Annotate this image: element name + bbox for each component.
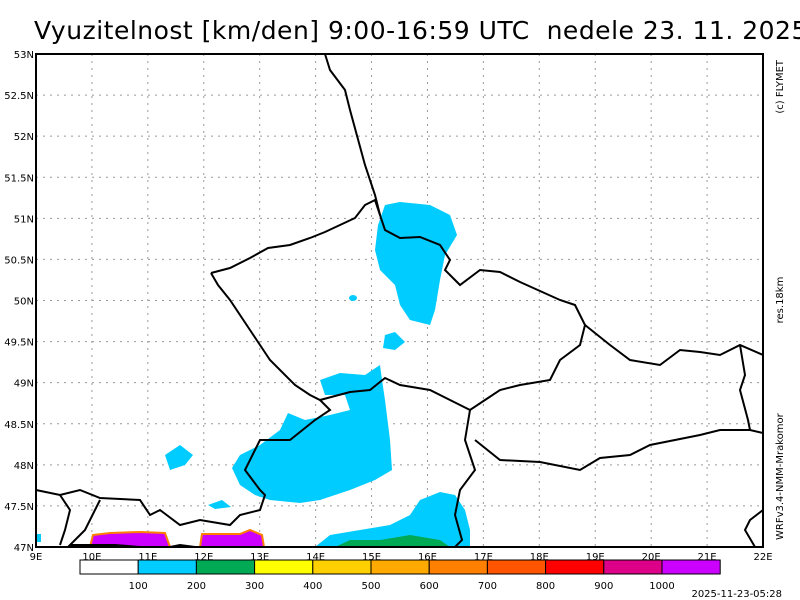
cyan-area-central bbox=[232, 365, 392, 503]
lat-tick-label: 51.5N bbox=[4, 173, 34, 184]
lat-tick-label: 49N bbox=[14, 379, 34, 390]
cyan-area-small bbox=[349, 295, 357, 301]
legend-swatch bbox=[486, 559, 547, 575]
legend-label: 700 bbox=[478, 581, 497, 592]
country-borders bbox=[35, 53, 764, 548]
cyan-edge-area bbox=[36, 534, 41, 542]
lat-tick-label: 50N bbox=[14, 297, 34, 308]
lon-tick-label: 15E bbox=[362, 552, 381, 563]
lon-tick-label: 21E bbox=[698, 552, 717, 563]
cyan-area-small2 bbox=[383, 332, 405, 350]
legend-swatch bbox=[661, 559, 721, 575]
cyan-area-west bbox=[165, 445, 193, 470]
lon-tick-label: 19E bbox=[586, 552, 605, 563]
lon-tick-label: 18E bbox=[530, 552, 549, 563]
border-hungary-southeast bbox=[743, 509, 764, 548]
lat-tick-label: 47.5N bbox=[4, 502, 34, 513]
legend-swatch bbox=[254, 559, 314, 575]
visibility-field bbox=[36, 202, 470, 548]
lon-tick-label: 16E bbox=[418, 552, 437, 563]
cyan-area-tiny bbox=[208, 500, 231, 509]
legend-swatch bbox=[137, 559, 197, 575]
border-slovakia-hungary bbox=[474, 429, 764, 472]
lon-tick-label: 13E bbox=[250, 552, 269, 563]
border-germany-poland bbox=[324, 53, 381, 216]
legend-label: 200 bbox=[187, 581, 206, 592]
border-czechia bbox=[210, 198, 587, 412]
lon-tick-label: 20E bbox=[642, 552, 661, 563]
color-legend: 100 200 300 400 500 600 700 800 900 1000 bbox=[79, 559, 721, 592]
green-area-south bbox=[335, 535, 450, 547]
magenta-area-2 bbox=[198, 528, 266, 548]
lon-tick-label: 11E bbox=[138, 552, 157, 563]
legend-label: 600 bbox=[420, 581, 439, 592]
legend-swatch bbox=[545, 559, 605, 575]
copyright-label: (c) FLYMET bbox=[775, 59, 786, 114]
lat-tick-label: 49.5N bbox=[4, 338, 34, 349]
lat-tick-label: 51N bbox=[14, 214, 34, 225]
axis-labels: 9E 10E 11E 12E 13E 14E 15E 16E 17E 18E 19E 20E 21E 22… bbox=[4, 50, 772, 563]
legend-label: 1000 bbox=[649, 581, 674, 592]
lat-tick-label: 52N bbox=[14, 132, 34, 143]
legend-swatch bbox=[428, 559, 488, 575]
lon-tick-label: 22E bbox=[753, 552, 772, 563]
legend-label: 500 bbox=[361, 581, 380, 592]
lon-tick-label: 9E bbox=[30, 552, 43, 563]
legend-label: 400 bbox=[303, 581, 322, 592]
legend-swatch bbox=[370, 559, 430, 575]
lat-tick-label: 47N bbox=[14, 543, 34, 554]
lat-tick-label: 48.5N bbox=[4, 420, 34, 431]
lat-tick-label: 52.5N bbox=[4, 91, 34, 102]
legend-swatch bbox=[603, 559, 663, 575]
border-poland-slovakia bbox=[584, 324, 764, 367]
resolution-label: res.18km bbox=[775, 277, 786, 324]
plot-frame bbox=[35, 53, 764, 548]
lon-tick-label: 12E bbox=[194, 552, 213, 563]
lon-tick-label: 10E bbox=[82, 552, 101, 563]
lat-tick-label: 48N bbox=[14, 461, 34, 472]
legend-label: 800 bbox=[536, 581, 555, 592]
cyan-area-south bbox=[315, 492, 470, 547]
legend-swatch bbox=[312, 559, 372, 575]
model-label: WRFv3.4-NMM-Mrakomor bbox=[775, 412, 786, 540]
border-germany-austria bbox=[35, 399, 332, 527]
border-switzerland bbox=[59, 494, 72, 546]
timestamp-label: 2025-11-23-05:28 bbox=[691, 589, 782, 600]
border-liechtenstein bbox=[67, 499, 141, 548]
legend-swatch bbox=[195, 559, 256, 575]
legend-label: 100 bbox=[129, 581, 148, 592]
cyan-area-north bbox=[375, 202, 457, 325]
lat-tick-label: 50.5N bbox=[4, 255, 34, 266]
border-austria-east bbox=[453, 409, 477, 548]
legend-label: 900 bbox=[594, 581, 613, 592]
lat-tick-label: 53N bbox=[14, 50, 34, 61]
legend-swatch bbox=[79, 559, 139, 575]
legend-label: 300 bbox=[245, 581, 264, 592]
lon-tick-label: 14E bbox=[306, 552, 325, 563]
border-ukraine bbox=[738, 344, 751, 431]
map-title: Vyuzitelnost [km/den] 9:00-16:59 UTC ned… bbox=[34, 16, 800, 45]
lon-tick-label: 17E bbox=[474, 552, 493, 563]
